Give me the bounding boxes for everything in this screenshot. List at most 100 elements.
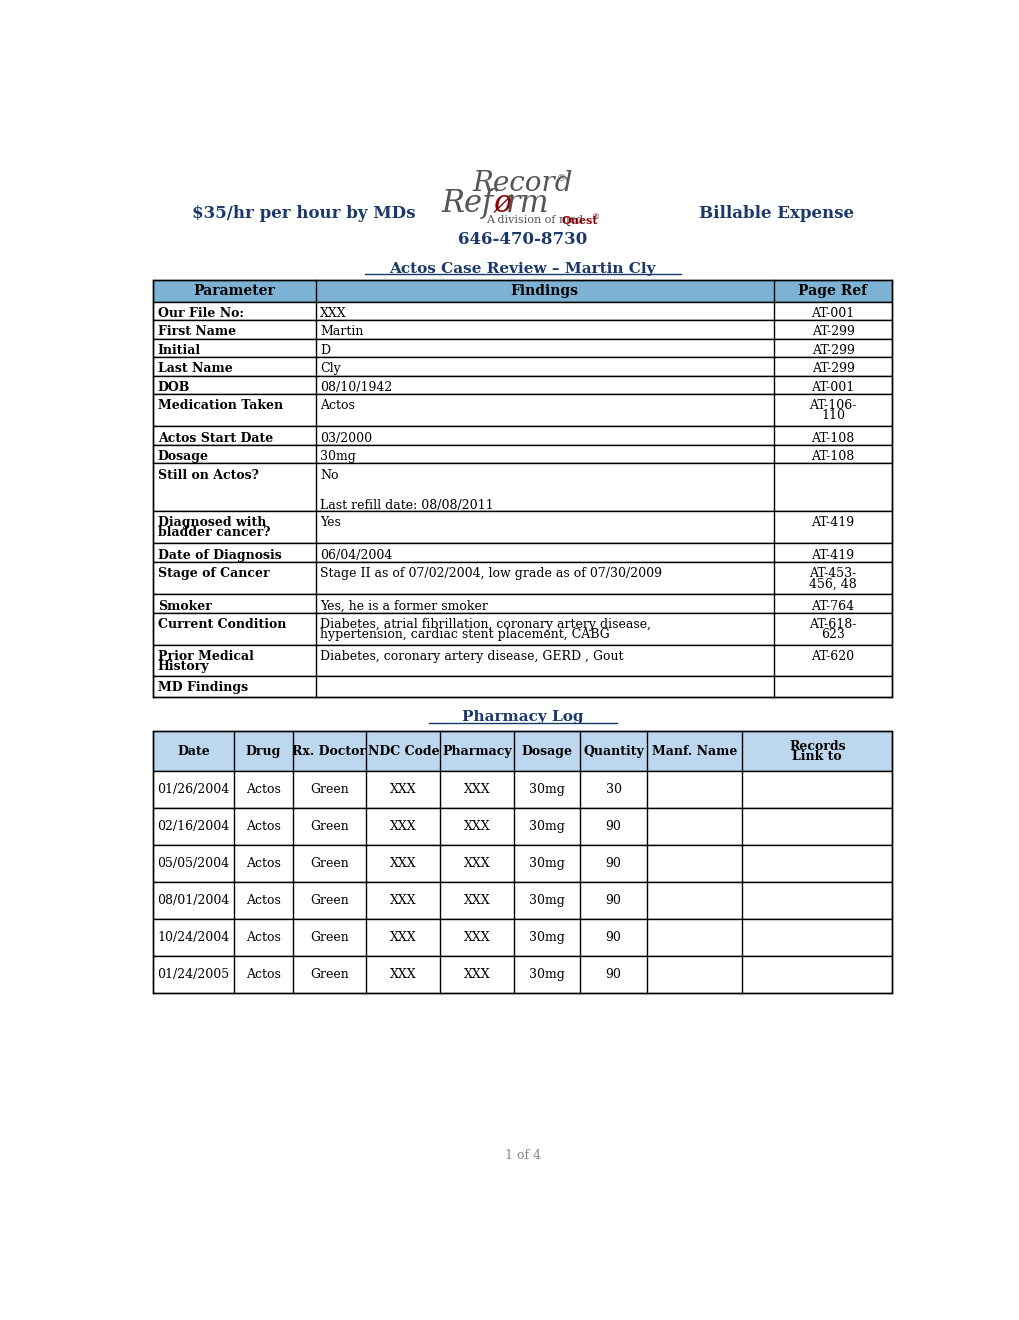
Text: Green: Green (310, 857, 348, 870)
Bar (153, 280, 892, 302)
Text: Dosage: Dosage (522, 744, 573, 758)
Bar (153, 511, 892, 544)
Bar (153, 358, 892, 376)
Text: AT-453-: AT-453- (809, 568, 856, 581)
Text: Stage II as of 07/02/2004, low grade as of 07/30/2009: Stage II as of 07/02/2004, low grade as … (320, 568, 661, 581)
Text: Prior Medical: Prior Medical (158, 651, 254, 664)
Text: 90: 90 (605, 968, 621, 981)
Text: AT-618-: AT-618- (809, 618, 856, 631)
Text: Green: Green (310, 968, 348, 981)
Text: XXX: XXX (464, 931, 490, 944)
Text: Pharmacy Log: Pharmacy Log (462, 710, 583, 725)
Text: XXX: XXX (389, 820, 417, 833)
Text: MD Findings: MD Findings (158, 681, 248, 694)
Bar (153, 302, 892, 321)
Text: XXX: XXX (464, 894, 490, 907)
Text: Actos Start Date: Actos Start Date (158, 432, 273, 445)
Text: Diabetes, atrial fibrillation, coronary artery disease,: Diabetes, atrial fibrillation, coronary … (320, 618, 650, 631)
Bar (153, 395, 892, 426)
Text: ø: ø (493, 187, 512, 219)
Bar (153, 594, 892, 612)
Text: Green: Green (310, 820, 348, 833)
Text: No: No (320, 469, 338, 482)
Text: Quantity: Quantity (583, 744, 643, 758)
Bar (153, 339, 892, 358)
Bar (153, 463, 892, 511)
Text: 30mg: 30mg (529, 820, 565, 833)
Text: AT-106-: AT-106- (809, 400, 856, 412)
Text: rm: rm (505, 187, 549, 219)
Text: Page Ref: Page Ref (798, 284, 867, 298)
Text: Date: Date (177, 744, 210, 758)
Text: A division of med: A division of med (485, 215, 582, 224)
Bar (153, 612, 892, 645)
Text: 90: 90 (605, 857, 621, 870)
Text: 02/16/2004: 02/16/2004 (157, 820, 229, 833)
Text: ®: ® (556, 174, 566, 183)
Text: Diabetes, coronary artery disease, GERD , Gout: Diabetes, coronary artery disease, GERD … (320, 651, 624, 664)
Text: Initial: Initial (158, 345, 201, 356)
Text: Current Condition: Current Condition (158, 618, 286, 631)
Text: Parameter: Parameter (194, 284, 275, 298)
Text: AT-620: AT-620 (811, 651, 854, 664)
Text: XXX: XXX (389, 783, 417, 796)
Text: AT-108: AT-108 (811, 432, 854, 445)
Text: First Name: First Name (158, 326, 235, 338)
Bar (153, 426, 892, 445)
Text: XXX: XXX (464, 783, 490, 796)
Bar (153, 771, 892, 808)
Text: XXX: XXX (389, 968, 417, 981)
Bar (153, 956, 892, 993)
Text: 110: 110 (820, 409, 844, 422)
Bar (153, 808, 892, 845)
Text: Diagnosed with: Diagnosed with (158, 516, 266, 529)
Text: XXX: XXX (464, 968, 490, 981)
Text: Pharmacy: Pharmacy (442, 744, 512, 758)
Text: Yes: Yes (320, 516, 340, 529)
Text: Records: Records (788, 739, 845, 752)
Text: 30mg: 30mg (529, 968, 565, 981)
Text: Actos: Actos (246, 783, 280, 796)
Text: Martin: Martin (320, 326, 363, 338)
Bar (153, 445, 892, 463)
Text: 05/05/2004: 05/05/2004 (157, 857, 229, 870)
Text: Last refill date: 08/08/2011: Last refill date: 08/08/2011 (320, 499, 493, 512)
Bar (153, 919, 892, 956)
Text: Yes, he is a former smoker: Yes, he is a former smoker (320, 599, 488, 612)
Bar (153, 645, 892, 676)
Text: Cly: Cly (320, 363, 340, 375)
Text: 90: 90 (605, 894, 621, 907)
Text: Actos: Actos (246, 931, 280, 944)
Text: Quest: Quest (560, 215, 597, 226)
Text: Drug: Drug (246, 744, 280, 758)
Bar (153, 882, 892, 919)
Text: XXX: XXX (389, 931, 417, 944)
Text: AT-764: AT-764 (811, 599, 854, 612)
Text: 30mg: 30mg (529, 894, 565, 907)
Text: Green: Green (310, 894, 348, 907)
Text: Smoker: Smoker (158, 599, 211, 612)
Text: DOB: DOB (158, 381, 190, 393)
Text: 01/24/2005: 01/24/2005 (157, 968, 229, 981)
Text: 30mg: 30mg (529, 783, 565, 796)
Bar (153, 676, 892, 697)
Text: 90: 90 (605, 820, 621, 833)
Text: Dosage: Dosage (158, 450, 209, 463)
Text: Actos: Actos (246, 968, 280, 981)
Text: Actos: Actos (246, 857, 280, 870)
Bar (153, 845, 892, 882)
Text: Still on Actos?: Still on Actos? (158, 469, 258, 482)
Text: D: D (320, 345, 330, 356)
Text: Stage of Cancer: Stage of Cancer (158, 568, 269, 581)
Text: 1 of 4: 1 of 4 (504, 1148, 540, 1162)
Text: 30mg: 30mg (320, 450, 356, 463)
Text: 01/26/2004: 01/26/2004 (157, 783, 229, 796)
Text: Billable Expense: Billable Expense (698, 206, 853, 222)
Text: Actos: Actos (246, 894, 280, 907)
Text: AT-419: AT-419 (811, 549, 854, 562)
Text: 646-470-8730: 646-470-8730 (458, 231, 587, 248)
Text: Green: Green (310, 931, 348, 944)
Bar (153, 544, 892, 562)
Text: AT-419: AT-419 (811, 516, 854, 529)
Text: 30mg: 30mg (529, 931, 565, 944)
